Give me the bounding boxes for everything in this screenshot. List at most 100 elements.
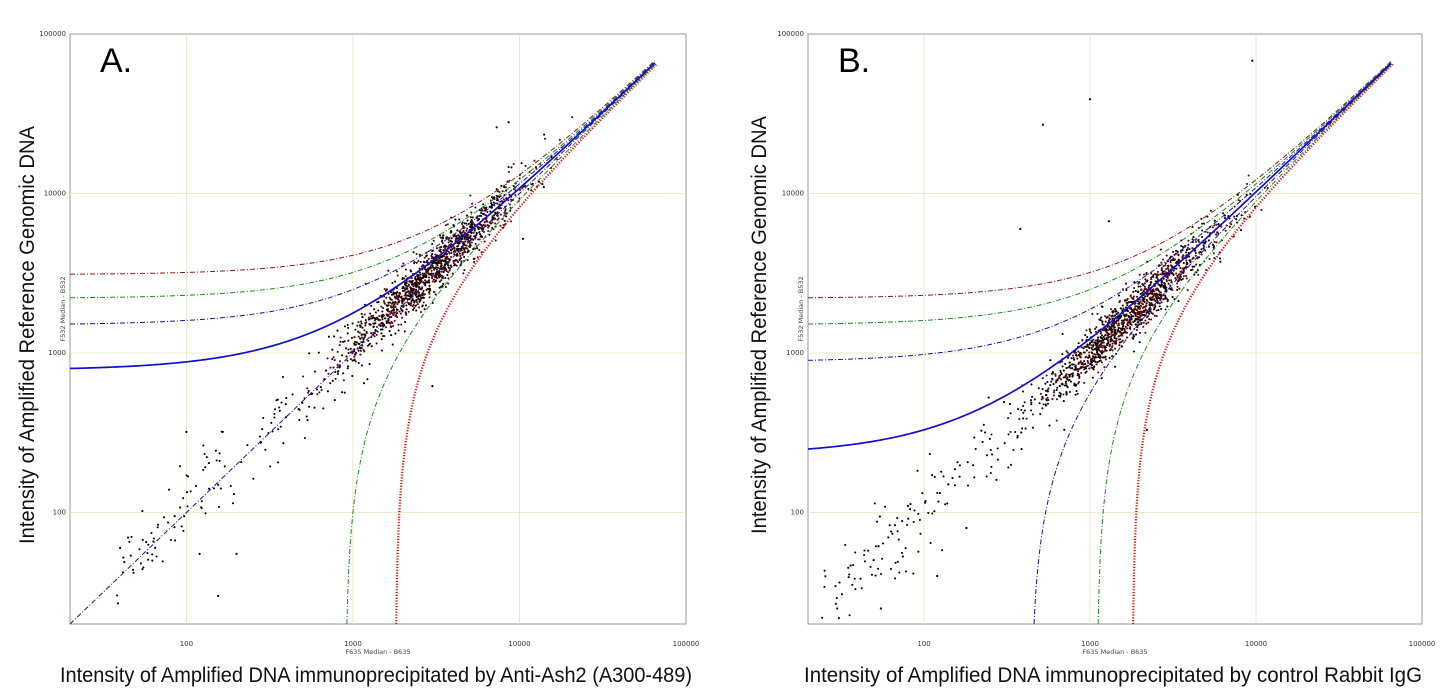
data-point bbox=[1113, 314, 1116, 317]
data-point bbox=[1162, 298, 1165, 301]
data-point bbox=[1239, 229, 1243, 232]
data-point bbox=[379, 328, 383, 331]
data-point bbox=[316, 393, 319, 396]
data-point bbox=[336, 372, 340, 376]
data-point bbox=[1122, 307, 1125, 310]
data-point bbox=[1069, 380, 1072, 383]
data-point bbox=[1041, 377, 1044, 380]
data-point bbox=[1100, 344, 1103, 347]
data-point bbox=[480, 211, 483, 215]
data-point bbox=[482, 203, 485, 206]
data-point bbox=[1172, 269, 1175, 272]
threshold-curve bbox=[808, 61, 1392, 299]
data-point bbox=[458, 218, 461, 221]
data-point bbox=[258, 435, 261, 438]
data-point bbox=[1068, 373, 1072, 376]
data-point bbox=[1088, 346, 1091, 350]
data-point bbox=[395, 270, 398, 273]
data-point bbox=[1052, 383, 1055, 386]
data-point bbox=[415, 288, 418, 291]
data-point bbox=[147, 558, 150, 561]
data-point bbox=[1007, 466, 1010, 469]
data-point bbox=[264, 448, 267, 451]
data-point bbox=[1134, 333, 1138, 336]
data-point bbox=[917, 550, 920, 553]
data-point bbox=[408, 292, 411, 295]
data-point bbox=[415, 295, 418, 299]
data-point bbox=[219, 487, 222, 490]
data-point bbox=[1077, 342, 1080, 345]
grid bbox=[70, 34, 686, 624]
data-point bbox=[838, 581, 841, 584]
data-point bbox=[1099, 336, 1102, 339]
data-point bbox=[1117, 326, 1120, 329]
data-point bbox=[1153, 314, 1156, 317]
data-point bbox=[1072, 354, 1075, 357]
data-point bbox=[1053, 391, 1056, 394]
data-point bbox=[1177, 258, 1180, 261]
data-point bbox=[491, 221, 494, 224]
data-point bbox=[1094, 348, 1097, 351]
data-point bbox=[307, 389, 310, 393]
data-point bbox=[1115, 340, 1118, 343]
data-point bbox=[821, 616, 824, 619]
data-point bbox=[1207, 245, 1210, 248]
data-point bbox=[346, 367, 349, 370]
data-point bbox=[1084, 345, 1087, 348]
data-point bbox=[901, 520, 904, 523]
data-point bbox=[1126, 310, 1129, 313]
y-axis-title: Intensity of Amplified Reference Genomic… bbox=[16, 126, 39, 544]
data-point bbox=[1187, 239, 1190, 242]
data-point bbox=[1124, 325, 1127, 328]
data-point bbox=[469, 194, 472, 197]
data-point bbox=[1181, 255, 1184, 258]
data-point bbox=[1096, 361, 1099, 364]
data-point bbox=[444, 257, 447, 260]
data-point bbox=[389, 305, 393, 308]
data-point bbox=[1197, 273, 1200, 276]
data-point bbox=[438, 286, 441, 289]
data-point bbox=[890, 530, 893, 533]
data-point bbox=[426, 271, 429, 274]
data-point bbox=[1105, 349, 1108, 352]
outlier-point bbox=[217, 594, 220, 598]
data-point bbox=[363, 329, 366, 332]
data-point bbox=[497, 207, 501, 210]
data-point bbox=[1155, 288, 1158, 291]
data-point bbox=[1118, 341, 1121, 344]
data-point bbox=[1134, 305, 1137, 308]
data-point bbox=[893, 577, 897, 580]
data-point bbox=[1042, 403, 1045, 406]
outlier-point bbox=[173, 515, 176, 518]
data-point bbox=[1156, 293, 1159, 296]
data-point bbox=[1062, 376, 1065, 379]
data-point bbox=[1136, 309, 1139, 312]
data-point bbox=[353, 353, 356, 356]
data-point bbox=[396, 296, 399, 299]
data-point bbox=[1184, 274, 1188, 277]
data-point bbox=[1129, 307, 1132, 310]
data-point bbox=[479, 233, 482, 236]
data-point bbox=[450, 216, 453, 219]
data-point bbox=[1077, 361, 1080, 364]
data-point bbox=[427, 276, 431, 279]
data-point bbox=[1003, 442, 1006, 445]
data-point bbox=[1030, 383, 1033, 386]
data-point bbox=[1116, 324, 1119, 327]
data-point bbox=[834, 602, 837, 605]
data-point bbox=[1172, 257, 1175, 260]
data-point bbox=[403, 287, 406, 290]
data-point bbox=[435, 247, 438, 250]
data-point bbox=[396, 312, 399, 315]
data-point bbox=[370, 304, 373, 307]
data-point bbox=[488, 233, 491, 236]
data-point bbox=[205, 456, 208, 459]
data-point bbox=[373, 319, 377, 322]
outlier-point bbox=[1063, 428, 1066, 431]
data-point bbox=[1099, 354, 1102, 357]
data-point bbox=[1171, 265, 1174, 268]
data-point bbox=[1058, 384, 1061, 388]
data-point bbox=[469, 244, 472, 247]
data-point bbox=[1230, 223, 1233, 226]
data-point bbox=[907, 517, 910, 520]
